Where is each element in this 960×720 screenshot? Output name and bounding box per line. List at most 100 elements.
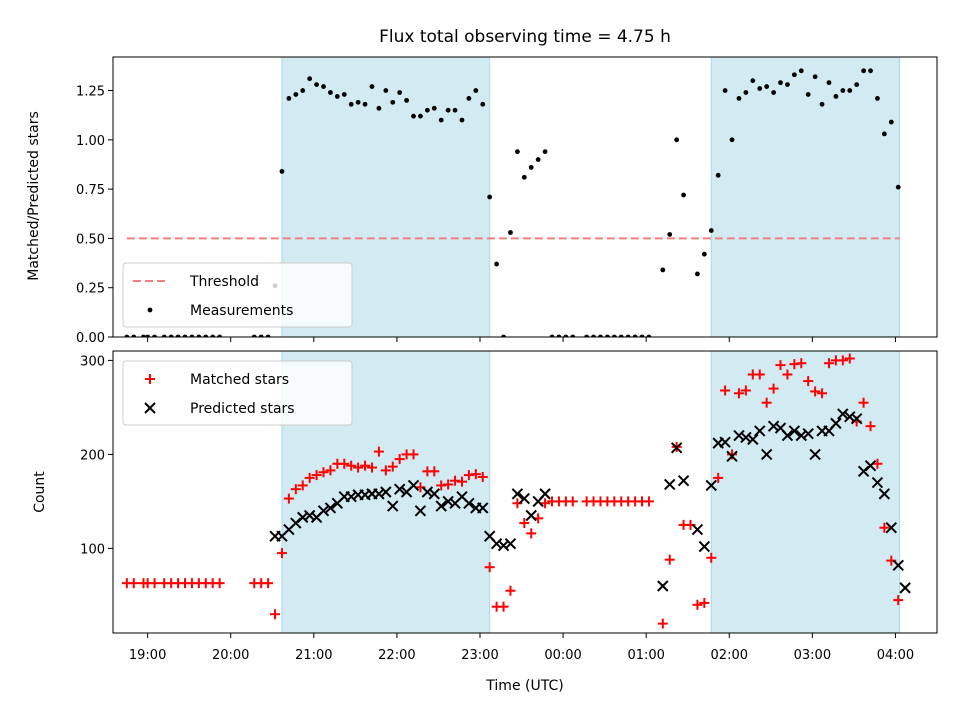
matched-star-point <box>796 358 807 369</box>
marker-stroke <box>297 511 309 524</box>
matched-star-point <box>149 578 160 589</box>
measurement-point <box>722 88 728 93</box>
measurement-point <box>854 82 860 88</box>
matched-star-point <box>664 554 675 565</box>
marker-stroke <box>303 509 316 522</box>
marker-stroke <box>497 539 510 552</box>
marker-stroke <box>719 436 731 448</box>
marker-stroke <box>428 488 440 500</box>
marker-stroke <box>892 559 904 572</box>
predicted-star-point <box>767 420 780 432</box>
predicted-star-point <box>871 476 884 489</box>
matched-star-point <box>408 449 419 460</box>
predicted-star-point <box>795 429 807 442</box>
matched-star-point <box>823 358 834 369</box>
measurement-point <box>362 101 368 107</box>
measurement-point <box>695 271 700 277</box>
x-axis-label: Time (UTC) <box>485 678 563 694</box>
measurement-point <box>805 92 811 97</box>
measurement-point <box>258 334 264 337</box>
legend-measurement-swatch <box>147 307 153 313</box>
predicted-star-point <box>747 433 759 446</box>
marker-stroke <box>788 425 801 437</box>
predicted-star-point <box>463 497 475 509</box>
marker-stroke <box>885 522 898 534</box>
measurement-point <box>549 334 555 337</box>
matched-star-point <box>325 465 336 476</box>
matched-star-point <box>713 472 724 483</box>
measurement-point <box>556 334 562 337</box>
legend-label: Matched stars <box>190 372 289 388</box>
matched-star-point <box>727 449 738 460</box>
matched-star-point <box>429 466 440 477</box>
measurement-point <box>314 82 319 88</box>
measurement-point <box>131 334 137 337</box>
matched-star-point <box>276 548 287 559</box>
measurement-point <box>840 88 846 93</box>
measurement-point <box>487 194 493 200</box>
marker-stroke <box>899 582 911 594</box>
measurement-point <box>660 267 666 273</box>
measurement-point <box>535 157 541 162</box>
matched-star-point <box>128 578 139 589</box>
matched-star-point <box>270 609 281 620</box>
predicted-star-point <box>844 411 856 423</box>
measurement-point <box>189 334 195 337</box>
marker-stroke <box>774 422 787 434</box>
measurement-point <box>341 92 347 97</box>
measurement-point <box>812 74 818 80</box>
measurement-point <box>438 117 444 123</box>
matched-star-point <box>477 471 488 482</box>
measurement-point <box>736 96 742 101</box>
y-tick-label: 0.00 <box>76 331 105 346</box>
marker-stroke <box>733 429 745 442</box>
y-tick-label: 0.50 <box>76 232 105 247</box>
marker-stroke <box>387 500 399 512</box>
marker-stroke <box>435 500 447 512</box>
matched-star-point <box>754 369 765 380</box>
marker-stroke <box>677 475 690 487</box>
measurement-point <box>328 90 333 95</box>
predicted-star-point <box>504 537 517 550</box>
marker-stroke <box>740 431 752 444</box>
measurement-point <box>771 90 776 95</box>
top-chart-title: Flux total observing time = 4.75 h <box>379 27 671 47</box>
predicted-star-point <box>414 505 427 517</box>
measurement-point <box>141 334 146 337</box>
predicted-star-point <box>435 500 447 512</box>
matched-star-point <box>782 369 793 380</box>
matched-star-point <box>443 479 454 490</box>
matched-star-point <box>339 458 350 469</box>
marker-stroke <box>809 448 821 461</box>
measurement-point <box>355 99 361 105</box>
matched-star-point <box>872 458 883 469</box>
predicted-star-point <box>885 522 898 534</box>
measurement-point <box>473 88 479 93</box>
predicted-star-point <box>303 509 316 522</box>
marker-stroke <box>795 429 807 442</box>
predicted-star-point <box>760 448 773 461</box>
marker-stroke <box>324 502 337 514</box>
y-tick-label: 0.75 <box>76 183 105 198</box>
y-tick-label: 0.25 <box>76 282 105 297</box>
x-tick-label: 04:00 <box>877 648 914 663</box>
measurement-point <box>494 261 500 267</box>
measurement-point <box>348 101 354 107</box>
predicted-star-point <box>380 486 392 498</box>
measurement-point <box>778 80 783 86</box>
measurement-point <box>743 90 749 95</box>
matched-star-point <box>526 528 537 539</box>
matched-star-point <box>519 518 530 529</box>
marker-stroke <box>664 478 676 491</box>
measurement-point <box>459 117 465 123</box>
matched-star-point <box>740 385 751 396</box>
marker-stroke <box>802 428 814 440</box>
observing-window-shade <box>711 351 900 633</box>
marker-stroke <box>698 540 711 553</box>
marker-stroke <box>463 497 475 509</box>
marker-stroke <box>317 505 330 517</box>
matched-star-point <box>505 585 516 596</box>
measurement-point <box>681 192 686 198</box>
marker-stroke <box>518 492 531 505</box>
measurement-point <box>729 137 735 143</box>
